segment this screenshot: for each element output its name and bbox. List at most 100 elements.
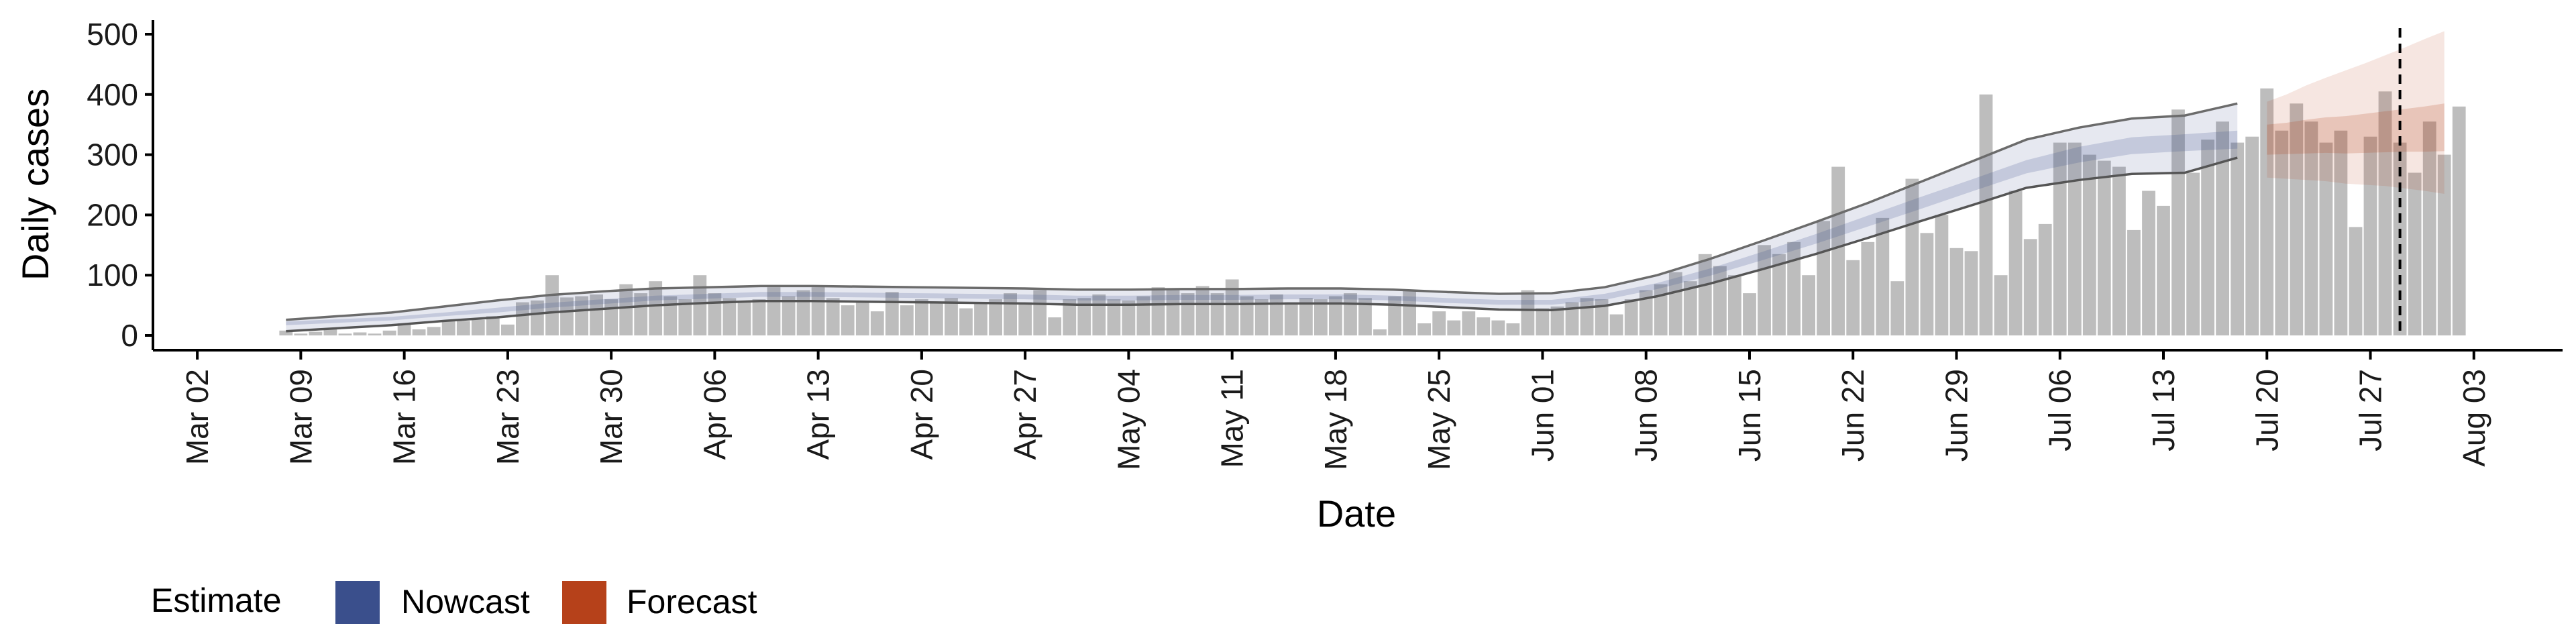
bar [2068,142,2082,335]
bar [1225,279,1239,335]
x-tick-label: May 04 [1111,369,1146,470]
bar [678,299,692,335]
bar [782,296,796,335]
bar [722,298,737,335]
nowcast-outer-band [286,103,2238,331]
bar [1565,302,1579,335]
bar [1668,272,1682,335]
bar [2349,227,2363,335]
bar [737,302,751,335]
bar [945,298,958,335]
x-tick-label: Jun 01 [1525,369,1560,462]
bar [752,299,766,335]
bar [1609,314,1623,335]
bar [531,300,544,335]
bar [1254,299,1269,335]
bar [1964,251,1978,335]
x-tick-label: Apr 27 [1008,369,1042,460]
bar [1536,308,1550,335]
bar [1299,298,1313,335]
legend: Estimate Nowcast Forecast [151,581,757,624]
bar [2363,136,2377,335]
bar [1935,215,1949,335]
bar [2378,91,2392,336]
bar [915,299,928,335]
bar [1949,248,1964,335]
bar [1477,317,1491,335]
bar [1506,323,1520,335]
y-tick-label: 200 [87,197,138,232]
bar [412,329,426,335]
x-tick-label: Jun 08 [1629,369,1664,462]
bar [2452,106,2466,336]
bar [1122,300,1136,335]
bar [989,299,1002,335]
x-tick-label: Jul 13 [2146,369,2181,451]
bar [1077,298,1091,335]
bar [501,324,515,335]
bar [368,333,382,335]
bar [427,327,441,335]
bar [811,287,825,335]
bar [471,319,485,335]
bar [1728,275,1741,335]
bar [2408,172,2422,335]
bar [1624,299,1638,335]
bar [486,316,500,335]
y-ticks: 0 100 200 300 400 500 [87,17,153,353]
bar [1240,296,1254,335]
bar [1166,288,1180,335]
bar [294,333,308,335]
x-tick-label: Jul 27 [2353,369,2388,451]
bar [634,293,648,335]
bar [590,294,603,335]
bar [1698,254,1712,335]
x-tick-label: Jul 20 [2249,369,2284,451]
bar [2334,130,2348,335]
y-tick-label: 300 [87,138,138,172]
bar [353,332,367,335]
y-tick-label: 100 [87,258,138,292]
bar [1314,299,1328,335]
bar [2023,239,2037,335]
bar [2216,121,2229,335]
bar [2422,121,2436,335]
bar [930,302,943,335]
bar [1905,178,1919,335]
bar [1550,306,1564,335]
x-tick-label: May 18 [1318,369,1353,470]
legend-swatch-nowcast [335,581,380,624]
bar [663,296,678,335]
legend-title: Estimate [151,582,282,619]
x-tick-label: Jun 15 [1732,369,1767,462]
x-tick-label: Apr 06 [697,369,732,460]
bar [456,321,470,335]
bar [1831,166,1845,335]
x-tick-label: Mar 09 [283,369,318,465]
bar [1787,241,1801,335]
bar [2157,205,2170,335]
bar [1876,217,1890,335]
bar [309,331,323,335]
bar [2260,88,2274,336]
bar [2171,109,2185,336]
bar [1417,323,1431,335]
bar [2201,140,2214,335]
x-tick-label: Mar 16 [387,369,422,465]
y-tick-label: 400 [87,77,138,112]
bar [619,284,633,335]
bar [1521,290,1535,335]
bar [1063,299,1077,335]
x-tick-label: Mar 02 [180,369,215,465]
bar [2127,229,2141,335]
bar [826,298,840,335]
bar [1329,296,1342,335]
bar [1994,275,2008,335]
bar [1713,266,1727,335]
bar [1491,320,1505,335]
bar [397,323,411,335]
x-tick-label: Mar 23 [490,369,525,465]
nowcast-inner-band [286,130,2238,325]
bar [2393,142,2407,335]
bar [841,305,855,335]
